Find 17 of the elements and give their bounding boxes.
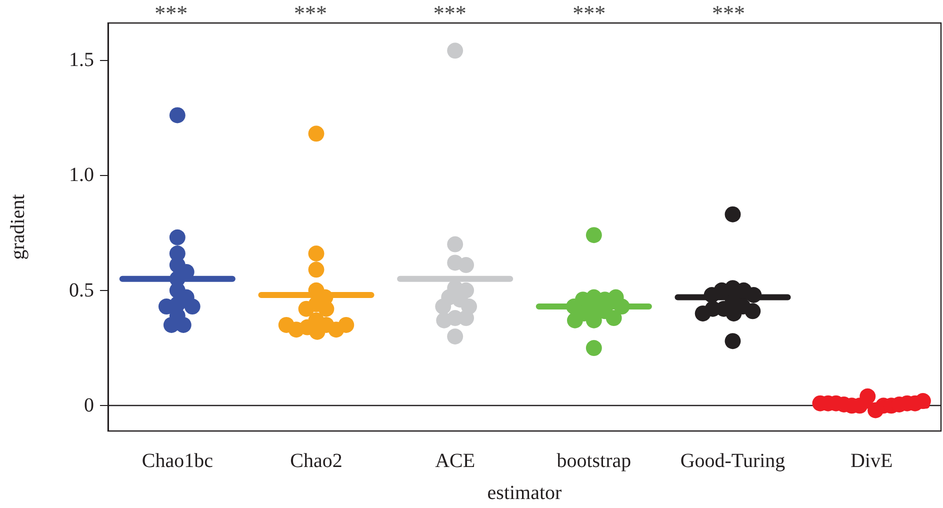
annotation: *** [154,0,188,26]
y-tick-label: 1.0 [69,164,94,186]
annotation: *** [433,0,466,26]
x-tick-label: bootstrap [556,450,632,472]
annotation: *** [572,0,606,26]
y-tick-label: 0 [84,394,94,417]
y-axis-title: gradient [7,194,29,260]
x-tick-label: ACE [435,450,476,472]
annotation: *** [294,0,327,26]
x-tick-label: DivE [850,450,893,472]
x-tick-label: Good-Turing [680,450,786,472]
annotation: *** [712,0,745,26]
x-tick-label: Chao1bc [142,450,214,472]
y-tick-label: 0.5 [69,279,94,302]
x-tick-label: Chao2 [290,450,342,472]
y-tick-label: 1.5 [69,48,94,71]
x-axis-title: estimator [487,482,562,504]
